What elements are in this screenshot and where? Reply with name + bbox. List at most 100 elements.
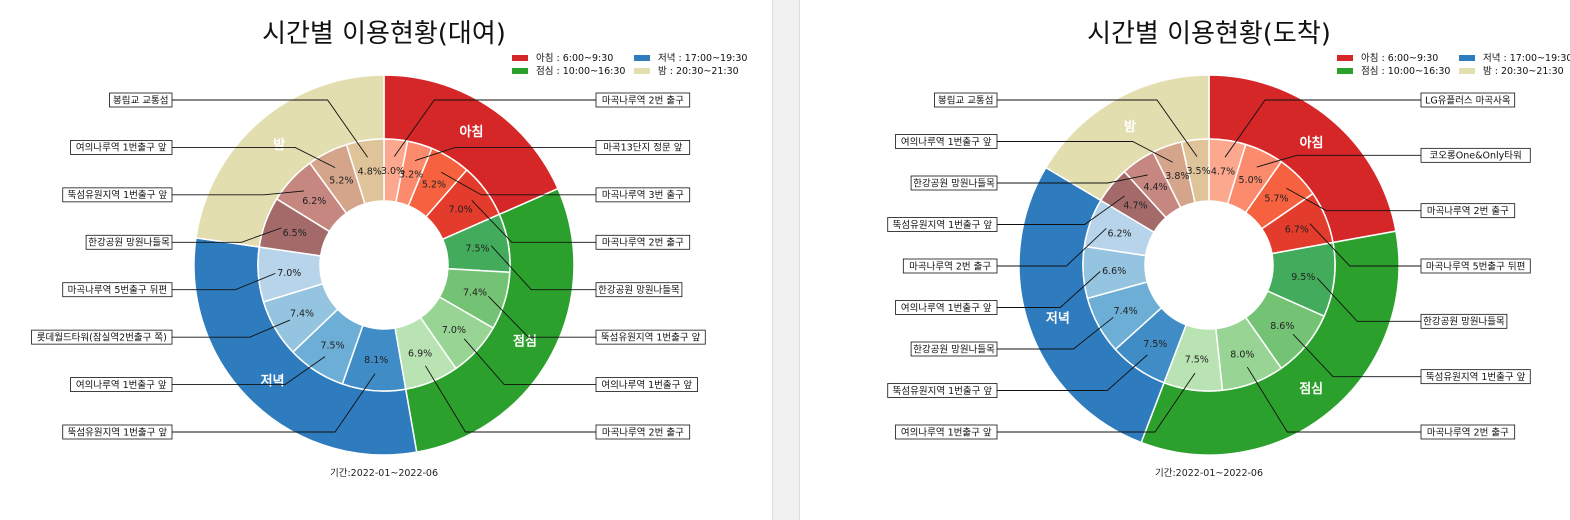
- annotation-box: [595, 282, 683, 298]
- station-annotation: 뚝섬유원지역 1번출구 앞: [62, 187, 305, 203]
- group-label: 점심: [1299, 381, 1323, 397]
- station-wedge: [275, 162, 348, 233]
- station-name: LG유플러스 마곡사옥: [1425, 95, 1511, 106]
- outer-ring: [193, 74, 575, 456]
- station-wedge: [345, 138, 385, 205]
- station-annotation: 한강공원 망원나들목: [910, 316, 1114, 357]
- leader-line: [997, 228, 1107, 267]
- legend-label: 아침 : 6:00~9:30: [536, 53, 613, 64]
- inner-ring: [1082, 138, 1336, 392]
- station-name: 마곡나루역 2번 출구: [909, 261, 991, 272]
- station-name: 여의나루역 1번출구 앞: [901, 136, 992, 148]
- annotation-box: [595, 187, 691, 203]
- annotation-box: [1420, 203, 1516, 219]
- legend-entry: 밤 : 20:30~21:30: [1459, 66, 1564, 77]
- percent-label: 7.0%: [448, 204, 472, 215]
- station-name: 여의나루역 1번출구 앞: [901, 302, 992, 314]
- annotation-box: [895, 134, 998, 149]
- station-name: 롯데월드타워(잠실역2번출구 쪽): [37, 331, 167, 343]
- legend-label: 저녁 : 17:00~19:30: [1483, 53, 1570, 64]
- station-annotation: 코오롱One&Only타워: [1256, 147, 1531, 168]
- station-wedge: [1226, 143, 1283, 214]
- percent-label: 7.5%: [320, 340, 344, 351]
- station-name: 마곡나루역 2번 출구: [1427, 427, 1509, 438]
- station-name: 봉림교 교통섬: [113, 94, 168, 106]
- chart-panel-rental: 시간별 이용현황(대여) 아침 : 6:00~9:30 점심 : 10:00~16:…: [0, 0, 772, 520]
- legend-label: 점심 : 10:00~16:30: [1361, 65, 1450, 77]
- leader-line: [441, 171, 596, 196]
- leader-line: [471, 200, 596, 243]
- group-label: 저녁: [1046, 310, 1070, 326]
- percent-label: 7.4%: [290, 309, 314, 320]
- annotation-box: [31, 329, 173, 345]
- station-wedge: [1244, 290, 1326, 370]
- station-name: 봉림교 교통섬: [938, 94, 993, 106]
- station-name: 한강공원 망원나들목: [913, 178, 995, 189]
- leader-line: [1309, 223, 1421, 267]
- station-annotation: 뚝섬유원지역 1번출구 앞: [488, 295, 706, 345]
- station-annotation: 롯데월드타워(잠실역2번출구 쪽): [31, 319, 291, 345]
- annotation-box: [1420, 92, 1516, 108]
- station-annotation: 마곡나루역 2번 출구: [1286, 187, 1516, 219]
- annotation-box: [595, 92, 691, 108]
- percent-label: 4.7%: [1211, 167, 1235, 178]
- legend-entry: 아침 : 6:00~9:30: [512, 53, 613, 64]
- station-name: 한강공원 망원나들목: [1423, 317, 1505, 328]
- annotation-box: [62, 282, 173, 298]
- percent-label: 6.6%: [1102, 266, 1126, 277]
- station-annotation: 여의나루역 1번출구 앞: [70, 356, 326, 392]
- leader-line: [172, 146, 336, 168]
- station-name: 뚝섬유원지역 1번출구 앞: [1426, 371, 1526, 383]
- leader-line: [997, 372, 1196, 433]
- station-wedge: [438, 267, 511, 330]
- annotation-box: [62, 424, 173, 440]
- percent-label: 7.0%: [277, 268, 301, 279]
- legend-swatch: [634, 55, 650, 61]
- leader-line: [997, 99, 1198, 157]
- station-wedge: [1114, 306, 1188, 384]
- legend-entry: 아침 : 6:00~9:30: [1337, 53, 1438, 64]
- leader-line: [425, 365, 596, 433]
- station-name: 한강공원 망원나들목: [913, 344, 995, 355]
- station-annotation: 마곡나루역 2번 출구: [425, 365, 691, 440]
- station-name: 뚝섬유원지역 1번출구 앞: [601, 331, 701, 343]
- station-annotation: 여의나루역 1번출구 앞: [895, 372, 1196, 440]
- group-label: 점심: [513, 334, 537, 350]
- station-wedge: [407, 147, 468, 218]
- legend-swatch: [634, 68, 650, 74]
- station-name: 마곡나루역 5번출구 뒤편: [68, 284, 167, 296]
- station-name: 마곡나루역 2번 출구: [1427, 206, 1509, 217]
- station-name: 여의나루역 1번출구 앞: [601, 379, 692, 391]
- page-divider: [772, 0, 800, 520]
- percent-label: 3.5%: [1186, 166, 1210, 177]
- station-annotation: 봉림교 교통섬: [109, 92, 368, 158]
- percent-label: 5.7%: [1264, 194, 1288, 205]
- percent-label: 7.5%: [1143, 339, 1167, 350]
- annotation-box: [70, 140, 173, 155]
- annotation-box: [1420, 258, 1531, 274]
- annotation-box: [1420, 147, 1531, 163]
- leader-line: [997, 316, 1114, 350]
- legend-label: 밤 : 20:30~21:30: [1483, 66, 1564, 77]
- percent-label: 7.0%: [442, 325, 466, 336]
- leader-line: [1292, 334, 1421, 378]
- percent-label: 6.2%: [302, 196, 326, 207]
- station-wedge: [1086, 280, 1163, 351]
- annotation-box: [70, 377, 173, 392]
- station-annotation: 한강공원 망원나들목: [1316, 277, 1508, 329]
- annotation-box: [595, 424, 691, 440]
- station-name: 마곡나루역 2번 출구: [602, 427, 684, 438]
- annotation-box: [934, 92, 998, 108]
- station-wedge: [1260, 192, 1334, 255]
- leader-line: [172, 99, 368, 158]
- annotation-box: [1420, 369, 1531, 385]
- station-wedge: [1163, 323, 1224, 392]
- station-wedge: [258, 197, 331, 257]
- station-wedge: [1180, 138, 1210, 204]
- percent-label: 6.9%: [408, 348, 432, 359]
- station-annotation: 마곡나루역 2번 출구: [471, 200, 691, 250]
- percent-label: 6.5%: [283, 228, 307, 239]
- leader-line: [1316, 277, 1421, 322]
- period-footnote: 기간:2022-01~2022-06: [330, 468, 438, 479]
